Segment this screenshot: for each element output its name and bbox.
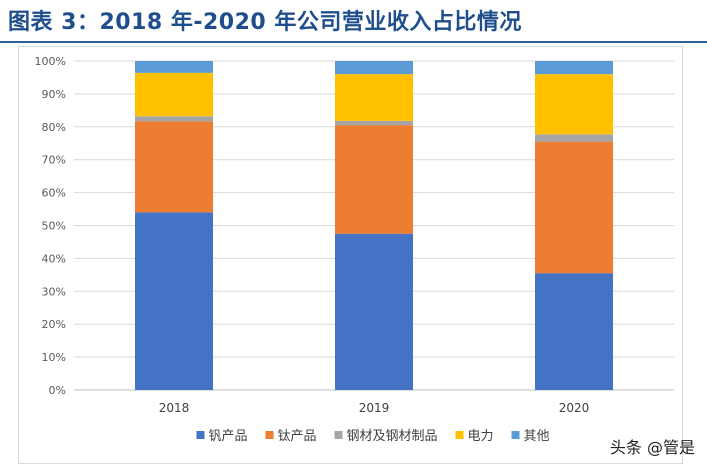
y-tick-label: 20% bbox=[42, 318, 66, 331]
bar-segment bbox=[535, 61, 613, 75]
legend-swatch bbox=[511, 431, 520, 439]
bar-segment bbox=[535, 74, 613, 135]
bar-segment bbox=[135, 121, 213, 213]
legend-label: 其他 bbox=[524, 429, 550, 444]
legend-label: 电力 bbox=[468, 429, 494, 444]
title-divider bbox=[0, 41, 707, 43]
bar-segment bbox=[135, 61, 213, 73]
watermark: 头条 @管是 bbox=[609, 438, 695, 457]
x-tick-label: 2019 bbox=[359, 401, 390, 415]
chart-panel: 0% 10% 20% 30% 40% 50% 60% 70% 80% 90% 100% 2018 201… bbox=[18, 46, 683, 464]
legend-swatch bbox=[455, 431, 464, 439]
bar-segment bbox=[135, 116, 213, 122]
chart-title: 图表 3：2018 年-2020 年公司营业收入占比情况 bbox=[8, 10, 522, 35]
x-tick-label: 2020 bbox=[559, 401, 590, 415]
y-tick-label: 70% bbox=[42, 154, 66, 167]
bar-segment bbox=[335, 125, 413, 234]
x-tick-label: 2018 bbox=[159, 401, 190, 415]
legend-label: 钢材及钢材制品 bbox=[347, 429, 438, 444]
y-tick-label: 60% bbox=[42, 187, 66, 200]
bar-segment bbox=[535, 141, 613, 274]
legend-swatch bbox=[265, 431, 274, 439]
bar-segment bbox=[335, 74, 413, 121]
legend-label: 钒产品 bbox=[209, 429, 248, 444]
bar-segment bbox=[335, 233, 413, 390]
y-tick-label: 80% bbox=[42, 121, 66, 134]
legend-swatch bbox=[334, 431, 343, 439]
stacked-bar-chart: 0% 10% 20% 30% 40% 50% 60% 70% 80% 90% 100% 2018 201… bbox=[35, 55, 674, 444]
bar-segment bbox=[335, 61, 413, 75]
bar-segment bbox=[335, 120, 413, 126]
bar-segment bbox=[135, 72, 213, 117]
legend-swatch bbox=[196, 431, 205, 439]
y-tick-label: 50% bbox=[42, 220, 66, 233]
y-tick-label: 10% bbox=[42, 351, 66, 364]
bar-segment bbox=[135, 212, 213, 390]
bar-segment bbox=[535, 134, 613, 142]
y-tick-label: 100% bbox=[35, 55, 66, 68]
y-tick-label: 0% bbox=[49, 384, 66, 397]
y-tick-label: 30% bbox=[42, 285, 66, 298]
y-tick-label: 90% bbox=[42, 88, 66, 101]
bar-segment bbox=[535, 273, 613, 390]
legend-label: 钛产品 bbox=[278, 429, 317, 444]
y-tick-label: 40% bbox=[42, 252, 66, 265]
